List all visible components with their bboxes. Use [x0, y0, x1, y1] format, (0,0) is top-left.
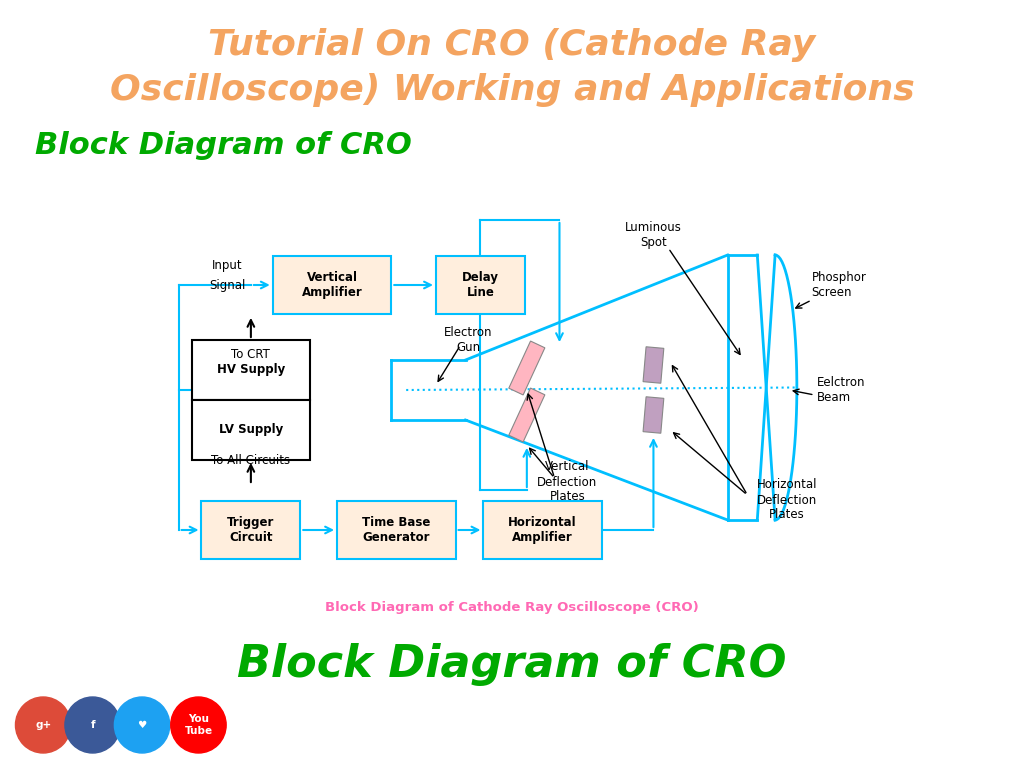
Text: Block Diagram of Cathode Ray Oscilloscope (CRO): Block Diagram of Cathode Ray Oscilloscop… — [326, 601, 698, 614]
Text: Block Diagram of CRO: Block Diagram of CRO — [35, 131, 412, 160]
Text: Tutorial On CRO (Cathode Ray: Tutorial On CRO (Cathode Ray — [208, 28, 816, 62]
Circle shape — [115, 697, 170, 753]
Text: Oscilloscope) Working and Applications: Oscilloscope) Working and Applications — [110, 73, 914, 107]
FancyBboxPatch shape — [202, 501, 300, 559]
Polygon shape — [643, 347, 664, 383]
FancyBboxPatch shape — [436, 256, 525, 314]
Text: Electron
Gun: Electron Gun — [444, 326, 493, 354]
Text: Luminous
Spot: Luminous Spot — [625, 221, 682, 249]
Text: Input: Input — [212, 259, 243, 272]
Text: LV Supply: LV Supply — [219, 423, 283, 436]
Text: Trigger
Circuit: Trigger Circuit — [227, 516, 274, 544]
Text: Horizontal
Amplifier: Horizontal Amplifier — [508, 516, 577, 544]
Circle shape — [65, 697, 120, 753]
Text: Vertical
Deflection
Plates: Vertical Deflection Plates — [538, 461, 598, 504]
Text: Time Base
Generator: Time Base Generator — [362, 516, 430, 544]
Polygon shape — [643, 397, 664, 433]
Text: Delay
Line: Delay Line — [462, 271, 499, 299]
Text: HV Supply: HV Supply — [217, 363, 285, 376]
Text: To CRT: To CRT — [231, 349, 270, 362]
FancyBboxPatch shape — [272, 256, 391, 314]
Text: Eelctron
Beam: Eelctron Beam — [817, 376, 865, 404]
Text: You
Tube: You Tube — [184, 714, 213, 736]
Polygon shape — [509, 388, 545, 442]
FancyBboxPatch shape — [337, 501, 456, 559]
Polygon shape — [509, 341, 545, 395]
FancyBboxPatch shape — [191, 340, 310, 400]
Circle shape — [171, 697, 226, 753]
Text: Block Diagram of CRO: Block Diagram of CRO — [238, 644, 786, 687]
Text: f: f — [90, 720, 95, 730]
Circle shape — [15, 697, 71, 753]
Text: To All Circuits: To All Circuits — [211, 453, 291, 466]
Text: ♥: ♥ — [137, 720, 146, 730]
Text: g+: g+ — [35, 720, 51, 730]
Text: Horizontal
Deflection
Plates: Horizontal Deflection Plates — [757, 478, 817, 521]
FancyBboxPatch shape — [483, 501, 602, 559]
Text: Phosphor
Screen: Phosphor Screen — [812, 271, 866, 299]
Text: Vertical
Amplifier: Vertical Amplifier — [302, 271, 362, 299]
Text: Signal: Signal — [209, 279, 246, 292]
FancyBboxPatch shape — [191, 400, 310, 460]
